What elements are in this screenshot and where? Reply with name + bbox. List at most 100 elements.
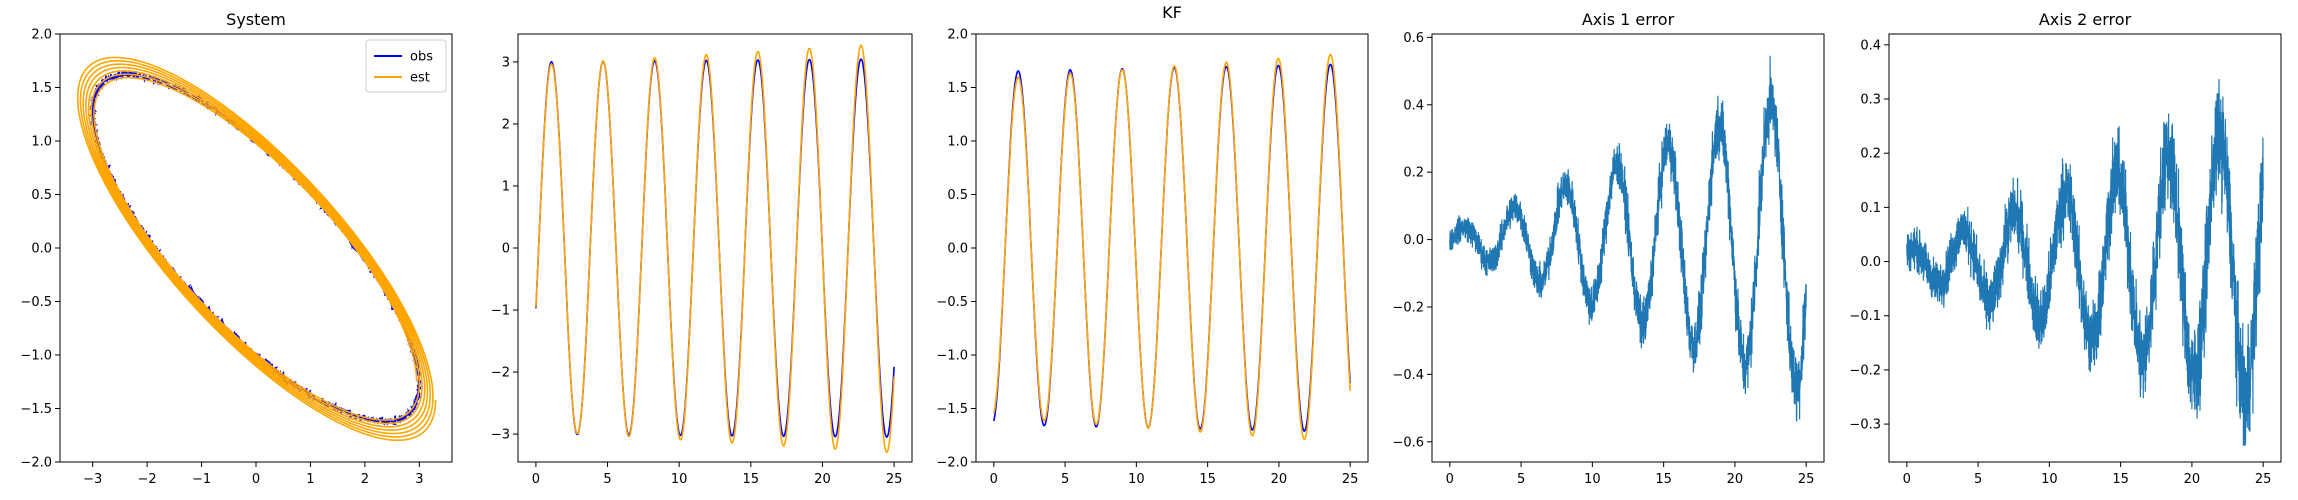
x-tick-label: 2 (361, 472, 369, 487)
x-tick-label: 10 (1584, 472, 1601, 487)
y-tick-label: 1.0 (947, 135, 968, 150)
x-tick-label: 15 (2112, 472, 2129, 487)
y-tick-label: −0.6 (1392, 435, 1424, 450)
x-tick-label: 0 (1903, 472, 1911, 487)
subplot-3: 0 5 10 15 20 25 −2.0 −1.5 −1.0 −0.5 0.0 0.5 1.0 1.5 2.… (936, 3, 1369, 487)
y-tick-label: 0.0 (1403, 233, 1424, 248)
x-tick-label: 10 (671, 472, 688, 487)
y-tick-label: −0.5 (20, 295, 52, 310)
y-tick-label: 0.3 (1860, 93, 1881, 108)
subplot-2: 0 5 10 15 20 25 −3 −2 −1 0 1 2 3 (491, 33, 913, 487)
y-tick-label: −0.4 (1392, 368, 1424, 383)
plot-area (1449, 55, 1807, 422)
y-tick-label: 3 (502, 55, 510, 70)
y-tick-label: −0.2 (1392, 300, 1424, 315)
x-tick-label: 1 (306, 472, 314, 487)
x-tick-label: 15 (743, 472, 760, 487)
series-line-est-3 (993, 53, 1351, 441)
y-tick-label: −0.5 (936, 295, 968, 310)
y-tick-label: 1 (502, 179, 510, 194)
x-tick-label: 0 (1446, 472, 1454, 487)
x-tick-label: 10 (1128, 472, 1145, 487)
series-line-error-5 (1906, 79, 2264, 446)
x-tick-label: −2 (138, 472, 157, 487)
x-tick-label: 20 (1727, 472, 1744, 487)
y-tick-label: 0.1 (1860, 201, 1881, 216)
y-tick-label: 0.0 (1860, 255, 1881, 270)
y-tick-label: −0.2 (1849, 363, 1881, 378)
axes-frame (59, 33, 453, 463)
y-tick-label: 0.2 (1860, 147, 1881, 162)
series-line-obs-1 (89, 69, 422, 426)
axes-frame (1888, 33, 2282, 463)
y-tick-label: 0.0 (31, 242, 52, 257)
chart-title: Axis 2 error (2039, 10, 2132, 29)
axes-frame (1431, 33, 1825, 463)
y-tick-label: −1.5 (936, 402, 968, 417)
y-tick-label: 0.2 (1403, 166, 1424, 181)
y-tick-label: −0.1 (1849, 309, 1881, 324)
legend-label-est: est (410, 71, 430, 86)
series-line-error-4 (1449, 55, 1807, 422)
x-tick-label: 0 (252, 472, 260, 487)
x-tick-label: 5 (603, 472, 611, 487)
series-line-est-1 (76, 56, 437, 441)
chart-title: Axis 1 error (1582, 10, 1675, 29)
y-tick-label: 1.5 (947, 81, 968, 96)
y-tick-label: 2 (502, 117, 510, 132)
y-tick-label: 0 (502, 242, 510, 257)
y-tick-label: −1.0 (936, 349, 968, 364)
y-tick-label: −1.0 (20, 349, 52, 364)
y-tick-label: −1.5 (20, 402, 52, 417)
x-tick-label: 25 (2255, 472, 2272, 487)
x-tick-label: −3 (83, 472, 102, 487)
chart-title: KF (1162, 3, 1182, 22)
x-tick-label: 5 (1517, 472, 1525, 487)
y-tick-label: −2.0 (936, 456, 968, 471)
x-tick-label: 25 (886, 472, 903, 487)
x-tick-label: 25 (1798, 472, 1815, 487)
y-tick-label: 0.0 (947, 242, 968, 257)
subplot-5: 0 5 10 15 20 25 −0.3 −0.2 −0.1 0.0 0.1 0.2 0.3 0.4 Axi… (1849, 10, 2282, 487)
y-tick-label: −2 (491, 366, 510, 381)
x-tick-label: 20 (2184, 472, 2201, 487)
x-tick-label: −1 (192, 472, 211, 487)
plot-area (76, 56, 437, 441)
y-tick-label: 2.0 (947, 28, 968, 43)
y-tick-label: −1 (491, 304, 510, 319)
axes-frame (517, 33, 913, 463)
legend-label-obs: obs (410, 50, 433, 65)
subplot-4: 0 5 10 15 20 25 −0.6 −0.4 −0.2 0.0 0.2 0.4 0.6 Axis 1… (1392, 10, 1825, 487)
y-tick-label: 0.4 (1403, 98, 1424, 113)
y-tick-label: 1.0 (31, 135, 52, 150)
chart-title: System (226, 10, 286, 29)
y-tick-label: 0.6 (1403, 31, 1424, 46)
y-tick-label: −2.0 (20, 456, 52, 471)
x-tick-label: 20 (814, 472, 831, 487)
y-tick-label: 0.5 (947, 188, 968, 203)
legend-box (365, 39, 447, 93)
series-line-est-2 (535, 44, 895, 454)
plot-area (993, 53, 1351, 441)
y-tick-label: −3 (491, 428, 510, 443)
x-tick-label: 0 (990, 472, 998, 487)
y-tick-label: 0.5 (31, 188, 52, 203)
x-tick-label: 5 (1974, 472, 1982, 487)
y-tick-label: 1.5 (31, 81, 52, 96)
x-tick-label: 15 (1655, 472, 1672, 487)
y-tick-label: 0.4 (1860, 38, 1881, 53)
plot-area (535, 44, 895, 454)
x-tick-label: 0 (532, 472, 540, 487)
y-tick-label: 2.0 (31, 28, 52, 43)
x-tick-label: 5 (1061, 472, 1069, 487)
x-tick-label: 15 (1199, 472, 1216, 487)
x-tick-label: 3 (415, 472, 423, 487)
x-tick-label: 25 (1342, 472, 1359, 487)
plot-area (1906, 79, 2264, 446)
legend: obs est (365, 39, 447, 93)
x-tick-label: 10 (2041, 472, 2058, 487)
x-tick-label: 20 (1271, 472, 1288, 487)
y-tick-label: −0.3 (1849, 418, 1881, 433)
subplot-1: −3 −2 −1 0 1 2 3 −2.0 −1.5 −1.0 −0.5 0.0 0.5 1.0 1.5 2.… (20, 10, 453, 487)
